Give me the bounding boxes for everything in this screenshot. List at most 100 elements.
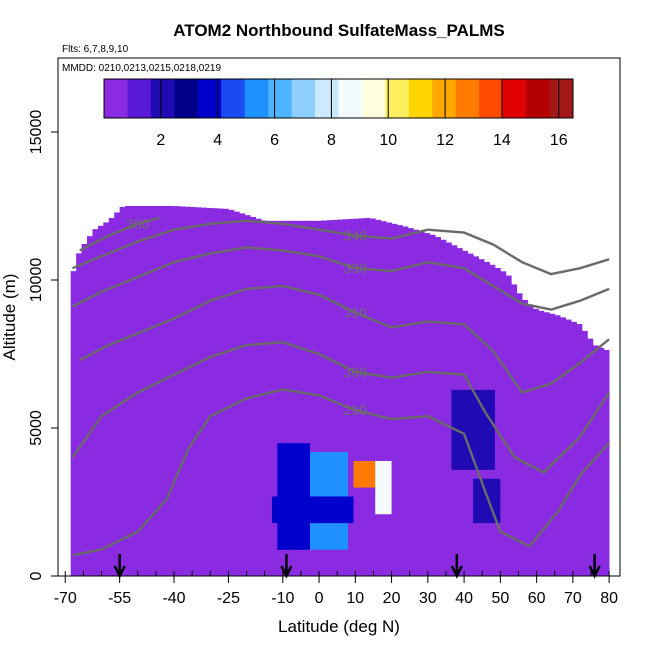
heatmap-cell <box>560 487 567 497</box>
heatmap-cell <box>445 558 452 568</box>
heatmap-cell <box>320 282 327 293</box>
heatmap-cell <box>152 407 159 417</box>
heatmap-cell <box>456 371 463 382</box>
heatmap-cell <box>184 442 191 453</box>
heatmap-cell <box>418 460 425 470</box>
heatmap-cell <box>576 522 583 532</box>
heatmap-cell <box>326 442 333 453</box>
heatmap-cell <box>494 300 501 310</box>
heatmap-cell <box>157 206 164 213</box>
heatmap-cell <box>402 354 409 364</box>
heatmap-cell <box>81 327 88 337</box>
heatmap-cell <box>233 389 240 399</box>
heatmap-cell <box>358 451 365 461</box>
heatmap-cell <box>456 398 463 408</box>
heatmap-cell <box>500 398 507 408</box>
heatmap-cell <box>484 300 490 310</box>
heatmap-cell <box>429 549 436 559</box>
heatmap-cell <box>309 282 316 293</box>
heatmap-cell <box>309 478 316 488</box>
heatmap-cell <box>266 407 273 417</box>
heatmap-cell <box>369 513 376 524</box>
heatmap-cell <box>549 478 556 488</box>
heatmap-cell <box>397 469 403 479</box>
heatmap-cell <box>244 389 251 399</box>
heatmap-cell <box>407 345 414 355</box>
heatmap-cell <box>576 398 583 408</box>
heatmap-cell <box>397 407 403 417</box>
heatmap-cell <box>467 398 474 408</box>
heatmap-cell <box>494 451 501 461</box>
heatmap-cell <box>179 531 186 541</box>
heatmap-cell <box>500 380 507 390</box>
heatmap-cell <box>261 256 267 266</box>
heatmap-cell <box>201 362 208 373</box>
heatmap-cell <box>141 354 148 364</box>
heatmap-cell <box>255 504 262 515</box>
heatmap-cell <box>309 558 316 568</box>
heatmap-cell <box>168 300 175 310</box>
heatmap-cell <box>174 354 180 364</box>
heatmap-cell <box>239 469 246 479</box>
heatmap-cell <box>386 558 392 568</box>
heatmap-cell <box>592 540 599 550</box>
heatmap-cell <box>195 496 202 506</box>
heatmap-cell <box>266 549 273 559</box>
heatmap-cell <box>190 549 197 559</box>
heatmap-cell <box>407 469 414 479</box>
heatmap-cell <box>119 469 126 479</box>
heatmap-cell <box>293 442 300 453</box>
heatmap-cell <box>146 274 153 284</box>
heatmap-cell <box>179 416 186 426</box>
heatmap-cell <box>587 487 594 497</box>
heatmap-cell <box>402 318 409 328</box>
heatmap-cell <box>212 425 218 435</box>
heatmap-cell <box>467 354 474 364</box>
colorbar-segment <box>197 79 222 118</box>
heatmap-cell <box>114 265 121 275</box>
heatmap-cell <box>494 362 501 373</box>
heatmap-cell <box>445 265 452 275</box>
heatmap-cell <box>337 540 344 550</box>
heatmap-cell <box>81 380 88 390</box>
heatmap-cell <box>522 522 528 532</box>
heatmap-cell <box>369 345 376 355</box>
heatmap-cell <box>554 380 561 390</box>
heatmap-cell <box>103 478 110 488</box>
heatmap-cell <box>511 540 518 550</box>
heatmap-cell <box>228 318 235 328</box>
heatmap-cell <box>581 416 588 426</box>
heatmap-cell <box>103 291 110 302</box>
heatmap-cell <box>206 558 213 568</box>
heatmap-cell <box>76 531 82 541</box>
heatmap-cell <box>554 416 561 426</box>
heatmap-cell <box>125 380 131 390</box>
heatmap-cell <box>397 425 403 435</box>
heatmap-cell <box>87 345 93 355</box>
heatmap-cell <box>532 398 539 408</box>
x-tick-label: 50 <box>491 590 509 607</box>
heatmap-cell <box>206 238 213 248</box>
heatmap-cell <box>494 504 501 515</box>
heatmap-cell <box>114 229 121 239</box>
heatmap-cell <box>603 398 610 408</box>
heatmap-cell <box>456 469 463 479</box>
heatmap-cell <box>163 291 169 302</box>
heatmap-cell <box>451 531 458 541</box>
heatmap-cell <box>445 327 452 337</box>
heatmap-cell <box>440 513 447 524</box>
heatmap-cell <box>309 300 316 310</box>
heatmap-cell <box>114 504 121 515</box>
heatmap-cell <box>424 496 431 506</box>
heatmap-cell <box>402 425 409 435</box>
heatmap-cell <box>97 487 104 497</box>
heatmap-cell <box>108 256 115 266</box>
heatmap-cell <box>282 442 289 453</box>
heatmap-cell <box>103 300 110 310</box>
heatmap-cell <box>364 229 371 239</box>
heatmap-cell <box>255 345 262 355</box>
heatmap-cell <box>565 407 572 417</box>
heatmap-cell <box>538 310 545 319</box>
heatmap-cell <box>391 513 398 524</box>
heatmap-cell <box>271 362 278 373</box>
